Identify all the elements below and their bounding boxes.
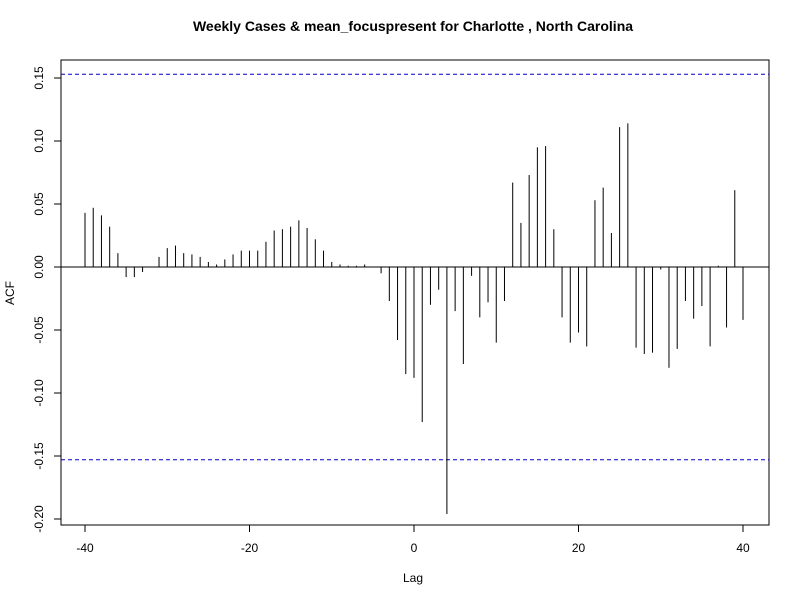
y-tick-label: -0.05: [32, 316, 46, 344]
y-tick-label: 0.10: [32, 129, 46, 153]
y-tick-label: 0.00: [32, 255, 46, 279]
x-tick-label: -40: [76, 541, 94, 555]
y-tick-label: -0.10: [32, 379, 46, 407]
chart-title: Weekly Cases & mean_focuspresent for Cha…: [193, 18, 633, 34]
x-tick-label: -20: [241, 541, 259, 555]
x-axis-label: Lag: [403, 571, 423, 585]
y-tick-label: -0.15: [32, 442, 46, 470]
bars-group: [61, 73, 769, 514]
x-tick-label: 0: [411, 541, 418, 555]
y-axis-label: ACF: [3, 281, 17, 305]
y-tick-label: -0.20: [32, 505, 46, 533]
y-tick-label: 0.05: [32, 192, 46, 216]
x-tick-label: 20: [572, 541, 586, 555]
plot-frame: [60, 59, 770, 526]
y-axis: -0.20 -0.15 -0.10 -0.05 0.00 0.05 0.10 0.15: [32, 66, 61, 533]
y-tick-label: 0.15: [32, 66, 46, 90]
x-tick-label: 40: [736, 541, 750, 555]
x-axis: -40 -20 0 20 40: [76, 525, 750, 555]
